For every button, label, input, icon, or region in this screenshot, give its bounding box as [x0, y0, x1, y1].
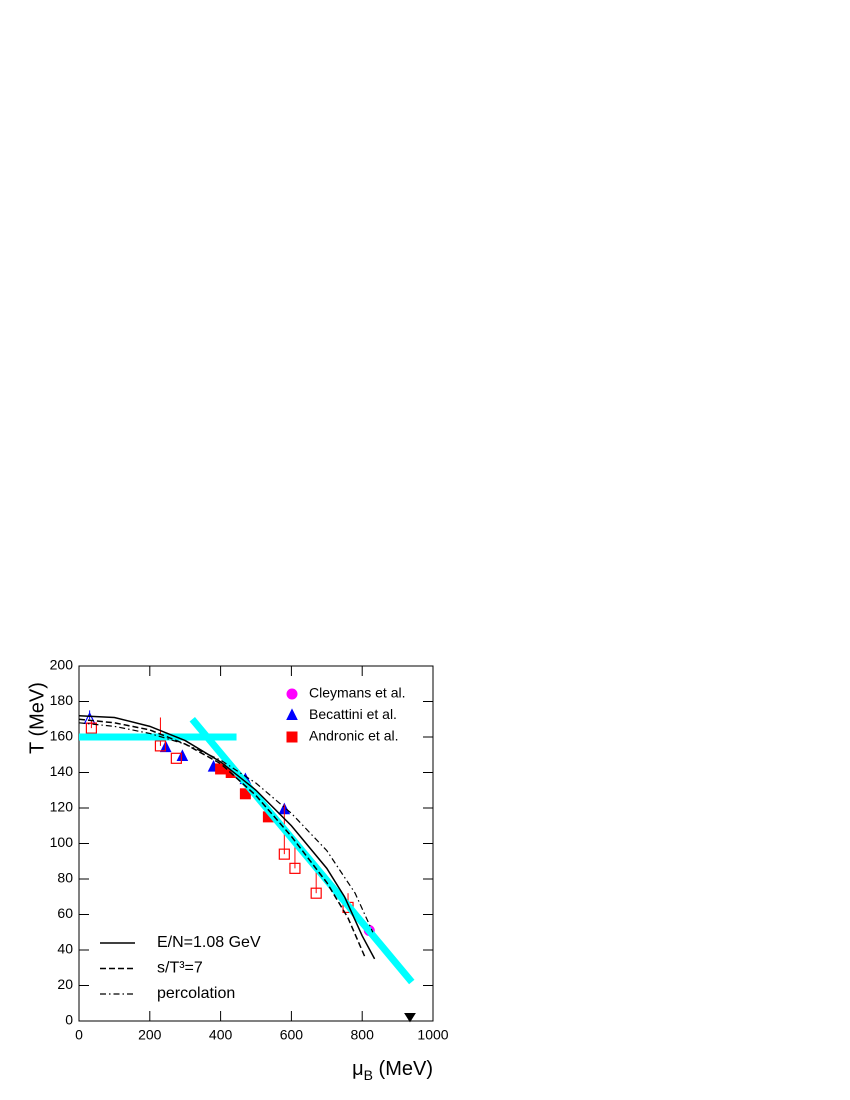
y-tick-label: 140 — [50, 763, 74, 779]
y-tick-label: 60 — [57, 905, 73, 921]
curve — [189, 717, 415, 985]
legend-label: E/N=1.08 GeV — [157, 934, 261, 951]
marker — [404, 1012, 416, 1023]
legend-marker — [286, 688, 298, 700]
legend-marker — [286, 708, 298, 720]
y-tick-label: 120 — [50, 799, 74, 815]
marker — [170, 752, 182, 764]
marker — [289, 862, 301, 874]
x-tick-label: 600 — [280, 1027, 304, 1043]
y-tick-label: 200 — [50, 657, 74, 673]
y-tick-label: 0 — [65, 1012, 73, 1028]
y-tick-label: 40 — [57, 941, 73, 957]
legend-label: Andronic et al. — [309, 728, 399, 744]
marker — [278, 848, 290, 860]
x-axis-label: μB (MeV) — [352, 1058, 433, 1082]
legend-label: Becattini et al. — [309, 706, 397, 722]
y-axis-label: T (MeV) — [26, 682, 48, 754]
y-tick-label: 160 — [50, 728, 74, 744]
x-tick-label: 0 — [75, 1027, 83, 1043]
marker — [85, 722, 97, 734]
y-tick-label: 180 — [50, 692, 74, 708]
curve — [78, 722, 374, 933]
x-tick-label: 800 — [351, 1027, 375, 1043]
legend-marker — [286, 731, 298, 743]
curve — [78, 718, 367, 960]
marker — [176, 749, 189, 762]
y-tick-label: 80 — [57, 870, 73, 886]
x-label-part: μ — [352, 1058, 364, 1080]
legend-label: s/T³=7 — [157, 960, 203, 977]
marker — [154, 740, 167, 752]
legend-label: percolation — [157, 985, 235, 1002]
marker — [310, 887, 322, 899]
x-tick-label: 400 — [209, 1027, 233, 1043]
x-label-part: (MeV) — [373, 1058, 433, 1080]
x-tick-label: 1000 — [417, 1027, 448, 1043]
y-tick-label: 100 — [50, 834, 74, 850]
x-tick-label: 200 — [138, 1027, 162, 1043]
x-label-sub: B — [364, 1067, 373, 1083]
curve — [78, 714, 376, 960]
legend-label: Cleymans et al. — [309, 685, 405, 701]
y-tick-label: 20 — [57, 976, 73, 992]
